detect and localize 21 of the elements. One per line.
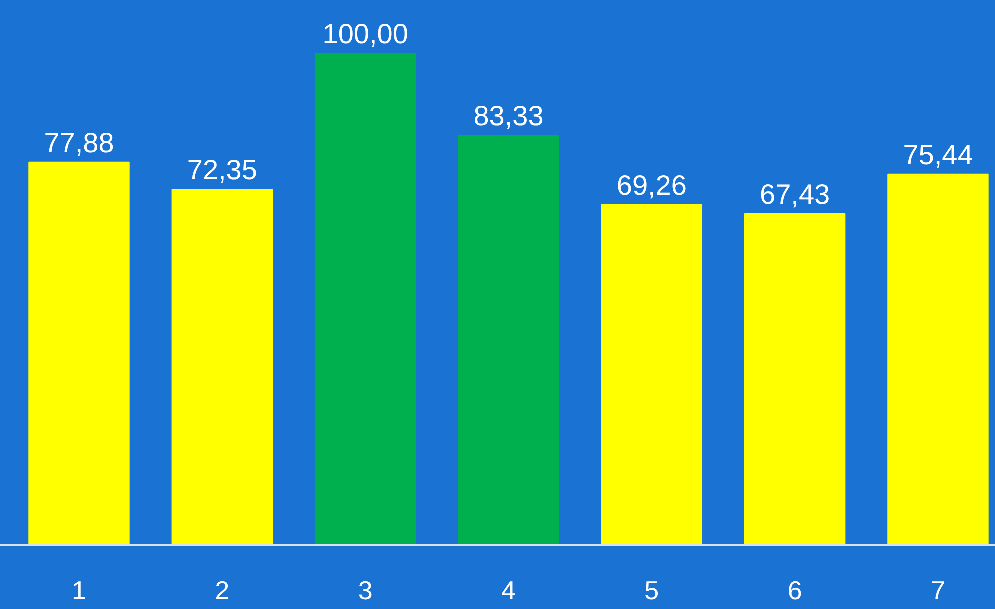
data-label: 100,00: [322, 18, 408, 50]
data-label: 72,35: [187, 154, 258, 186]
bar: [458, 135, 560, 546]
bar: [744, 213, 846, 546]
bar: [314, 53, 416, 546]
data-label: 77,88: [44, 127, 114, 158]
data-label: 83,33: [474, 100, 544, 132]
bar: [601, 204, 703, 546]
bar: [172, 189, 274, 546]
x-tick-label: 2: [215, 576, 230, 606]
x-tick-label: 5: [644, 576, 660, 606]
bar: [888, 174, 989, 546]
x-tick-label: 6: [788, 576, 802, 606]
bar: [28, 162, 130, 546]
data-label: 67,43: [760, 178, 830, 210]
data-label: 75,44: [903, 139, 974, 170]
x-tick-label: 4: [502, 576, 516, 606]
x-tick-label: 3: [358, 576, 373, 606]
x-tick-label: 1: [72, 576, 86, 606]
data-label: 69,26: [616, 170, 687, 201]
x-tick-label: 7: [931, 576, 946, 606]
